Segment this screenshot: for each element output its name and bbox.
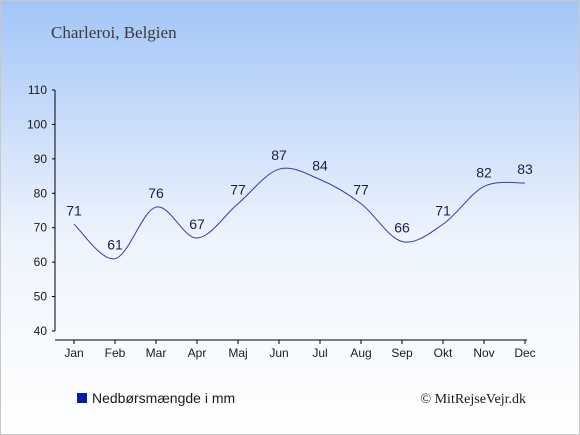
x-tick-label: Jan <box>64 346 83 360</box>
legend-label: Nedbørsmængde i mm <box>92 390 235 406</box>
x-tick-label: Feb <box>105 346 126 360</box>
y-tick-label: 100 <box>27 117 47 131</box>
data-label: 77 <box>353 182 369 198</box>
x-tick-label: Aug <box>350 346 371 360</box>
x-tick-label: Mar <box>146 346 167 360</box>
y-tick-label: 90 <box>34 152 48 166</box>
data-labels: 71 61 76 67 77 87 84 77 66 71 82 83 <box>66 147 533 253</box>
chart-title: Charleroi, Belgien <box>51 23 177 42</box>
series-line <box>73 167 526 260</box>
data-label: 77 <box>230 182 246 198</box>
y-tick-label: 110 <box>28 83 47 97</box>
data-label: 67 <box>189 216 205 232</box>
y-tick-label: 50 <box>34 290 48 304</box>
y-tick-label: 70 <box>34 221 48 235</box>
y-axis-ticks: 40 50 60 70 80 90 100 110 <box>27 83 55 338</box>
data-label: 71 <box>66 202 82 218</box>
data-label: 87 <box>271 147 287 163</box>
data-label: 61 <box>107 237 123 253</box>
x-tick-label: Jun <box>269 346 288 360</box>
x-tick-label: Jul <box>312 346 327 360</box>
y-tick-label: 80 <box>34 186 48 200</box>
x-axis-ticks: Jan Feb Mar Apr Maj Jun Jul Aug Sep Okt Nov Dec <box>64 340 536 360</box>
x-tick-label: Apr <box>188 346 207 360</box>
y-tick-label: 60 <box>34 255 48 269</box>
x-tick-label: Dec <box>514 346 535 360</box>
x-tick-label: Maj <box>228 346 247 360</box>
data-label: 84 <box>312 158 328 174</box>
x-tick-label: Okt <box>434 346 453 360</box>
data-label: 83 <box>517 161 533 177</box>
legend-marker <box>77 393 87 403</box>
data-label: 82 <box>476 164 492 180</box>
data-label: 71 <box>435 202 451 218</box>
x-tick-label: Nov <box>473 346 494 360</box>
data-label: 76 <box>148 185 164 201</box>
copyright-text: © MitRejseVejr.dk <box>420 392 526 407</box>
x-tick-label: Sep <box>391 346 413 360</box>
y-tick-label: 40 <box>34 324 48 338</box>
legend: Nedbørsmængde i mm <box>77 390 235 406</box>
data-label: 66 <box>394 219 410 235</box>
